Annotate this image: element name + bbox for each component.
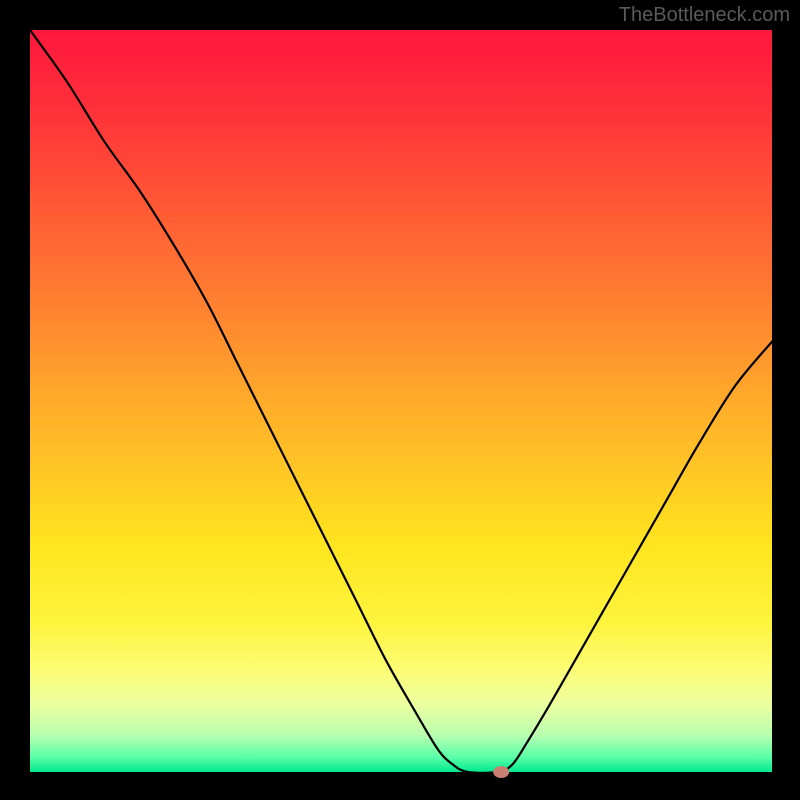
chart-container: TheBottleneck.com bbox=[0, 0, 800, 800]
plot-background bbox=[30, 30, 772, 772]
bottleneck-chart bbox=[0, 0, 800, 800]
attribution-text: TheBottleneck.com bbox=[619, 4, 790, 27]
optimal-marker bbox=[493, 766, 509, 778]
